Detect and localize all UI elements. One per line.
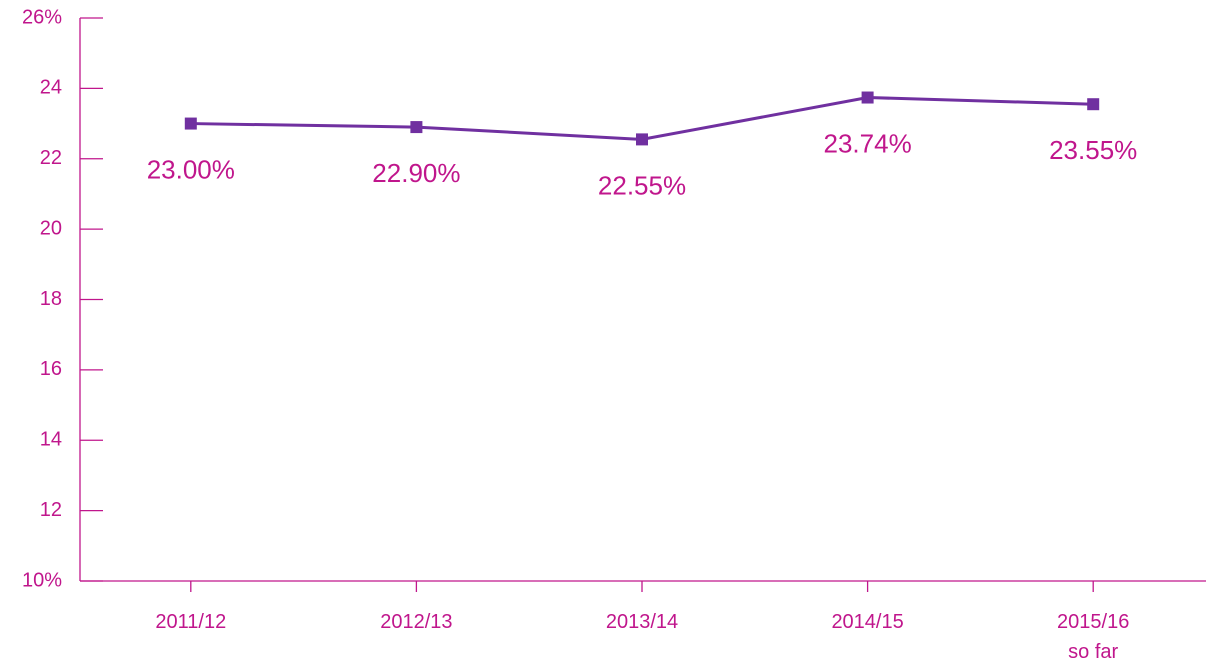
- y-tick-label: 10%: [22, 569, 62, 591]
- x-tick-label: 2013/14: [605, 611, 679, 633]
- data-label: 22.90%: [372, 158, 460, 188]
- y-tick-label: 26%: [22, 6, 62, 28]
- marker: [861, 91, 874, 104]
- data-label: 23.74%: [824, 128, 912, 158]
- y-tick-label: 22: [40, 147, 62, 169]
- y-tick-label: 14: [40, 429, 62, 451]
- y-tick-label: 18: [40, 288, 62, 310]
- data-label: 23.00%: [147, 154, 235, 184]
- data-label: 22.55%: [598, 170, 686, 200]
- line: [190, 96, 1094, 141]
- y-tick-label: 12: [40, 499, 62, 521]
- x-tick-label: 2012/13: [380, 611, 453, 633]
- x-tick-label: 2011/12: [155, 611, 227, 633]
- y-tick-label: 16: [40, 358, 62, 380]
- marker: [184, 117, 197, 130]
- marker: [410, 121, 423, 134]
- data-label: 23.55%: [1049, 135, 1137, 165]
- x-tick-label: 2014/15: [831, 611, 904, 633]
- marker: [1087, 98, 1100, 111]
- y-tick-label: 24: [40, 77, 62, 99]
- x-tick-label: 2015/16 so far: [1057, 611, 1130, 663]
- y-tick-label: 20: [40, 217, 62, 239]
- marker: [636, 133, 648, 146]
